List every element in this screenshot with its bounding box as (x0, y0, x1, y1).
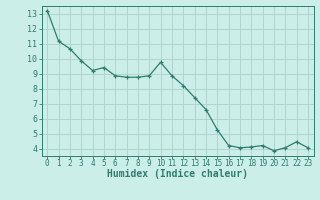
X-axis label: Humidex (Indice chaleur): Humidex (Indice chaleur) (107, 169, 248, 179)
